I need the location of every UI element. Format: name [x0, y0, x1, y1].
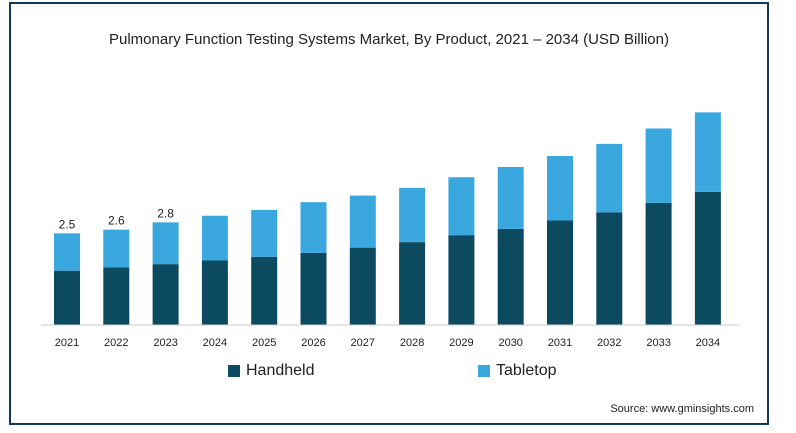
bar-handheld-2032: [596, 212, 623, 325]
bar-tabletop-2029: [448, 177, 475, 236]
bar-handheld-2033: [645, 202, 672, 325]
x-tick-label-2023: 2023: [153, 337, 177, 349]
bar-tabletop-2028: [399, 187, 426, 243]
bar-handheld-2022: [103, 267, 130, 325]
bar-tabletop-2025: [251, 209, 278, 257]
bar-tabletop-2024: [201, 215, 228, 261]
x-tick-label-2033: 2033: [646, 337, 670, 349]
data-label-2023: 2.8: [157, 206, 174, 220]
bar-handheld-2026: [300, 252, 327, 325]
bar-handheld-2030: [497, 228, 524, 325]
legend-label-tabletop: Tabletop: [496, 362, 557, 379]
x-tick-label-2021: 2021: [55, 337, 79, 349]
bar-tabletop-2032: [596, 143, 623, 213]
bar-handheld-2024: [201, 260, 228, 325]
bar-handheld-2021: [54, 270, 80, 325]
legend-label-handheld: Handheld: [246, 362, 315, 379]
bar-tabletop-2023: [152, 222, 179, 265]
x-tick-label-2027: 2027: [351, 337, 375, 349]
bar-tabletop-2030: [497, 166, 524, 229]
bar-tabletop-2027: [349, 195, 376, 248]
bar-tabletop-2026: [300, 202, 327, 253]
x-tick-label-2029: 2029: [449, 337, 473, 349]
bar-tabletop-2031: [547, 155, 573, 221]
bar-tabletop-2022: [103, 229, 130, 268]
bar-tabletop-2034: [694, 112, 721, 192]
x-tick-label-2032: 2032: [597, 337, 621, 349]
x-tick-label-2028: 2028: [400, 337, 424, 349]
x-tick-label-2026: 2026: [301, 337, 325, 349]
bar-handheld-2028: [399, 242, 426, 325]
data-label-2021: 2.5: [59, 217, 76, 231]
data-label-2022: 2.6: [108, 214, 125, 228]
bar-tabletop-2021: [54, 233, 80, 271]
x-tick-label-2024: 2024: [203, 337, 227, 349]
legend-item-handheld: Handheld: [228, 362, 315, 380]
bar-tabletop-2033: [645, 128, 672, 203]
bar-handheld-2031: [547, 220, 573, 325]
x-tick-label-2034: 2034: [696, 337, 720, 349]
chart-title: Pulmonary Function Testing Systems Marke…: [109, 31, 669, 48]
x-tick-label-2031: 2031: [548, 337, 572, 349]
x-tick-label-2025: 2025: [252, 337, 276, 349]
bar-handheld-2034: [694, 191, 721, 325]
x-tick-label-2030: 2030: [498, 337, 522, 349]
bar-handheld-2023: [152, 264, 179, 325]
legend-item-tabletop: Tabletop: [478, 362, 557, 380]
bar-handheld-2025: [251, 256, 278, 325]
bar-handheld-2027: [349, 247, 376, 325]
chart-frame: [9, 2, 769, 425]
legend: Handheld Tabletop: [0, 362, 796, 384]
x-tick-label-2022: 2022: [104, 337, 128, 349]
source-note: Source: www.gminsights.com: [610, 403, 754, 415]
legend-swatch-tabletop: [478, 365, 490, 377]
bar-handheld-2029: [448, 235, 475, 325]
legend-swatch-handheld: [228, 365, 240, 377]
